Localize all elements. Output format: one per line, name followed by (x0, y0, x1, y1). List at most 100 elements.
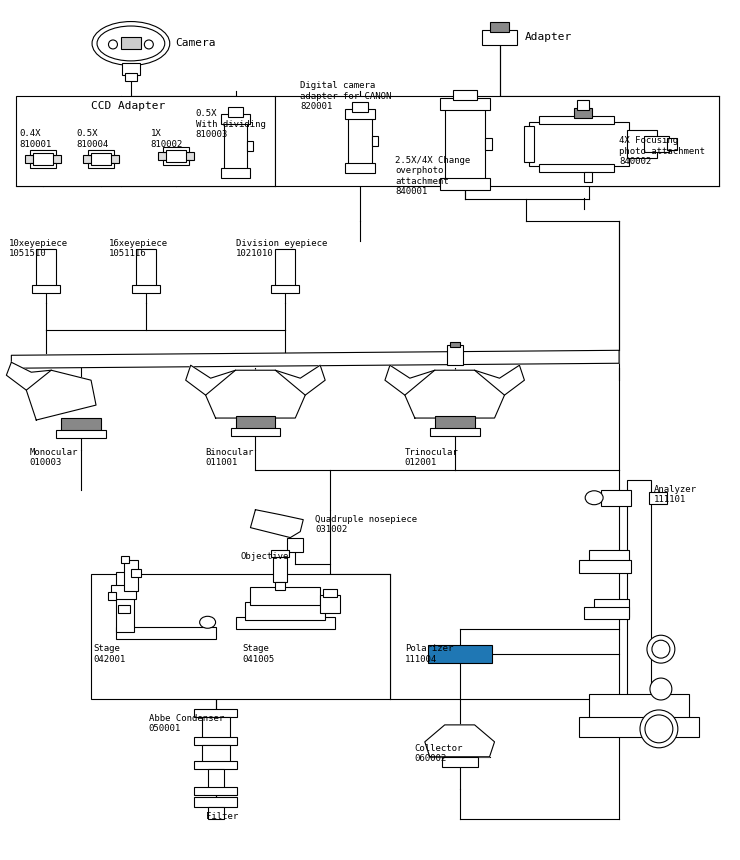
Text: Polarizer
111004: Polarizer 111004 (405, 644, 453, 664)
Bar (667, 138, 677, 150)
Bar (223, 120, 247, 174)
Text: Digital camera
adapter for CANON
820001: Digital camera adapter for CANON 820001 (300, 82, 391, 111)
Text: Monocular
010003: Monocular 010003 (30, 448, 78, 467)
Text: Quadruple nosepiece
031002: Quadruple nosepiece 031002 (315, 514, 417, 534)
Bar (440, 178, 490, 190)
Polygon shape (250, 510, 303, 538)
Bar (594, 599, 629, 617)
Bar (201, 745, 229, 763)
Bar (227, 108, 243, 117)
Bar (163, 147, 189, 152)
Text: 4X Focusing
photo attachment
840002: 4X Focusing photo attachment 840002 (619, 136, 705, 166)
Text: Analyzer
111101: Analyzer 111101 (654, 485, 697, 504)
Ellipse shape (585, 491, 603, 505)
Bar (430, 648, 438, 661)
Bar (372, 136, 378, 146)
Bar (122, 64, 140, 76)
Bar (352, 102, 368, 112)
Bar (158, 152, 194, 160)
Bar (323, 589, 337, 598)
Bar (450, 342, 460, 347)
Bar (348, 114, 372, 169)
Polygon shape (206, 370, 305, 418)
Bar (30, 163, 56, 168)
Bar (649, 492, 667, 504)
Bar (194, 787, 238, 795)
Bar (345, 109, 375, 120)
Bar (247, 141, 253, 151)
Text: Abbe Condenser
050001: Abbe Condenser 050001 (149, 714, 224, 734)
Bar (627, 480, 651, 699)
Text: Division eyepiece
1021010: Division eyepiece 1021010 (235, 239, 327, 258)
Polygon shape (385, 366, 435, 395)
Bar (428, 645, 491, 663)
Polygon shape (405, 370, 505, 418)
Bar (482, 29, 517, 46)
Ellipse shape (640, 710, 678, 748)
Bar (231, 428, 280, 436)
Text: 1X
810002: 1X 810002 (151, 129, 183, 149)
Bar (579, 717, 699, 737)
Polygon shape (425, 725, 494, 757)
Bar (116, 627, 215, 639)
Bar (539, 116, 614, 124)
Text: 0.5X
With dividing
810003: 0.5X With dividing 810003 (195, 109, 266, 139)
Bar (470, 648, 477, 661)
Ellipse shape (645, 715, 673, 743)
Bar (272, 285, 299, 292)
Bar (201, 717, 229, 739)
Text: Adapter: Adapter (525, 32, 572, 41)
Bar (644, 136, 669, 152)
Bar (577, 101, 589, 110)
Text: Binocular
011001: Binocular 011001 (206, 448, 254, 467)
Bar (627, 130, 657, 158)
Bar (460, 648, 468, 661)
Text: Filter: Filter (206, 812, 238, 820)
Text: 0.5X
810004: 0.5X 810004 (76, 129, 108, 149)
Bar (194, 709, 238, 717)
Bar (589, 550, 629, 568)
Bar (250, 587, 320, 605)
Bar (88, 163, 114, 168)
Polygon shape (11, 350, 619, 368)
Text: CCD Adapter: CCD Adapter (91, 101, 165, 111)
Bar (88, 150, 114, 155)
Bar (25, 155, 61, 163)
Text: Stage
041005: Stage 041005 (243, 644, 275, 664)
Bar (273, 555, 287, 582)
Polygon shape (186, 366, 235, 395)
Text: 10xeyepiece
1051510: 10xeyepiece 1051510 (10, 239, 69, 258)
Bar (584, 172, 592, 182)
Bar (440, 648, 448, 661)
Polygon shape (275, 366, 325, 395)
Text: Stage
042001: Stage 042001 (93, 644, 125, 664)
Bar (287, 538, 303, 551)
Bar (111, 586, 136, 599)
Bar (320, 595, 340, 613)
Text: Trinocular
012001: Trinocular 012001 (405, 448, 459, 467)
Bar (91, 574, 390, 699)
Bar (275, 582, 286, 591)
Bar (136, 249, 156, 286)
Ellipse shape (144, 40, 153, 49)
Bar (121, 38, 141, 49)
Bar (450, 648, 457, 661)
Text: 0.4X
810001: 0.4X 810001 (19, 129, 52, 149)
Bar (33, 285, 60, 292)
Bar (453, 90, 477, 101)
Ellipse shape (652, 640, 670, 658)
Bar (83, 155, 119, 163)
Polygon shape (27, 370, 96, 420)
Bar (525, 126, 534, 162)
Bar (480, 648, 488, 661)
Bar (601, 490, 631, 506)
Text: Camera: Camera (175, 39, 216, 48)
Text: 2.5X/4X Change
overphoto
attachment
840001: 2.5X/4X Change overphoto attachment 8400… (395, 156, 470, 196)
Bar (275, 249, 295, 286)
Bar (490, 22, 509, 32)
Text: Collector
060002: Collector 060002 (415, 744, 463, 763)
Polygon shape (474, 366, 525, 395)
Ellipse shape (200, 617, 215, 629)
Polygon shape (7, 362, 51, 390)
Bar (574, 108, 592, 118)
